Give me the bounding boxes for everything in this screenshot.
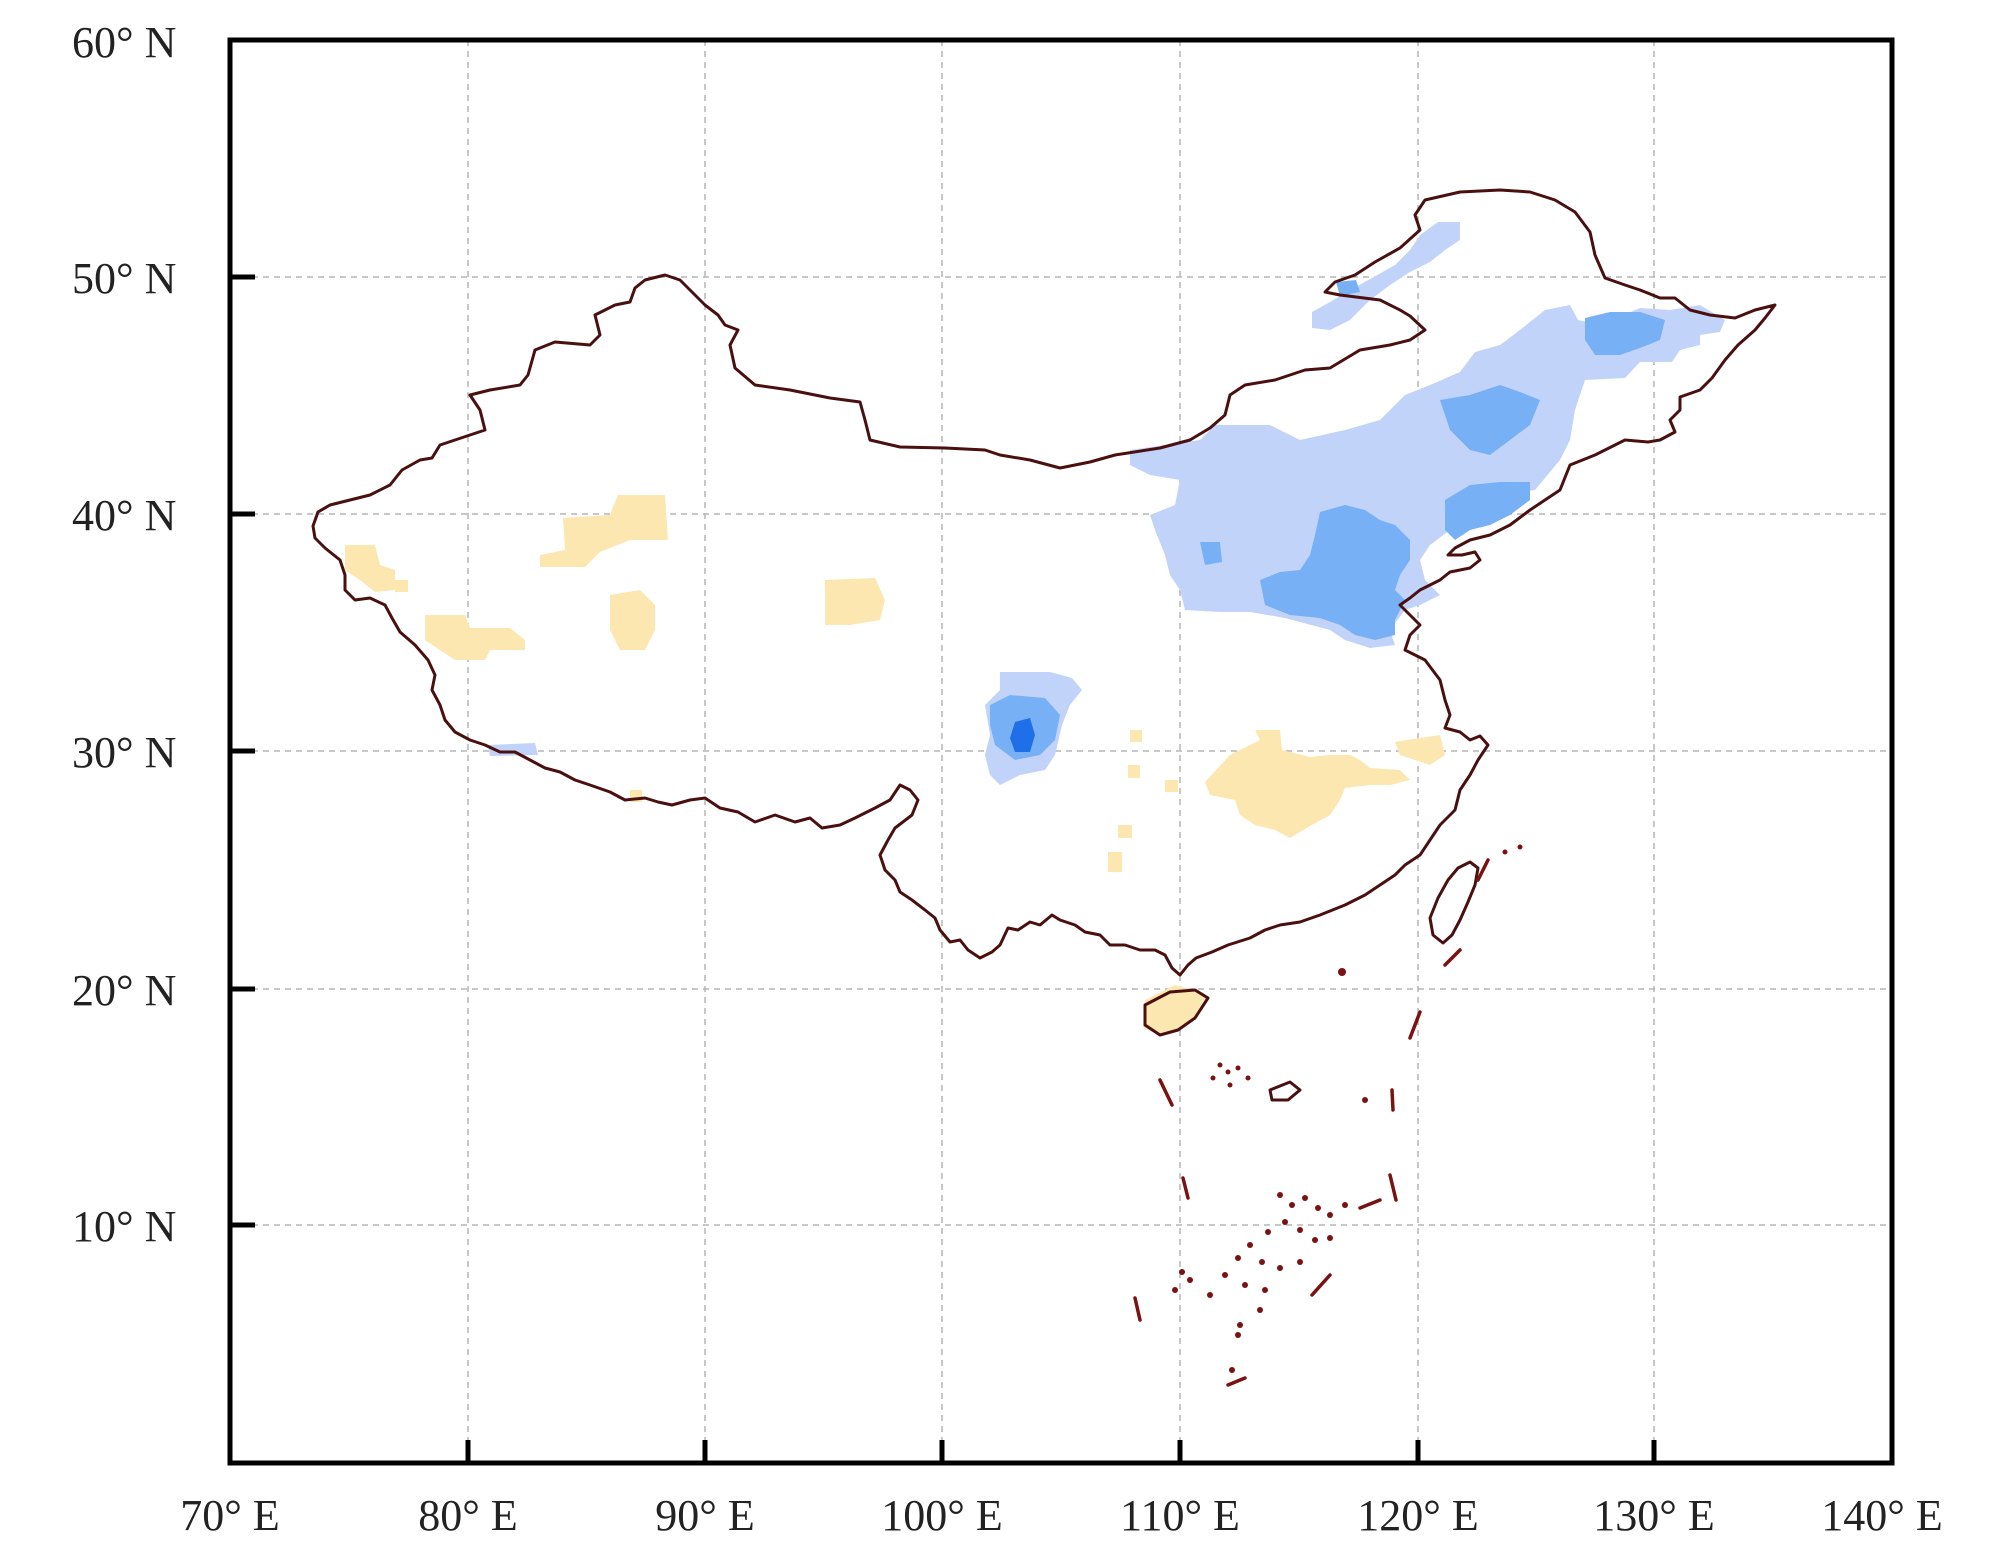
lon-label: 140° E [1821,1491,1942,1540]
island-dot [1342,1202,1348,1208]
lat-label: 60° N [72,18,176,67]
island-dot [1297,1259,1303,1265]
patch-liaoning-mid-blue [1445,482,1530,540]
patch-hulun-mid-blue [1336,280,1360,296]
patch-jilin-mid-blue [1440,385,1540,455]
patch-guangxi-tan-4 [1130,730,1142,742]
lat-label: 40° N [72,491,176,540]
island-dot [1302,1195,1308,1201]
latitude-labels: 60° N 50° N 40° N 30° N 20° N 10° N [72,18,176,1251]
lon-label: 130° E [1593,1491,1714,1540]
island-dot [1277,1265,1283,1271]
island-dot [1262,1287,1268,1293]
island-dot [1259,1259,1265,1265]
island-dot [1517,844,1523,850]
island-dot [1297,1227,1303,1233]
lon-label: 120° E [1357,1491,1478,1540]
island-dot [1245,1075,1251,1081]
patch-yangtze-tan [1205,730,1410,838]
patch-qaidam-tan [825,578,885,625]
island-dot [1338,968,1346,976]
island-dot [1222,1272,1228,1278]
island-dot [1265,1229,1271,1235]
patch-guangxi-tan-3 [1128,765,1140,778]
lon-label: 70° E [180,1491,279,1540]
patch-north-china-mid-blue [1260,505,1410,640]
island-dot [1362,1097,1368,1103]
lon-label: 110° E [1120,1491,1240,1540]
island-dot [1207,1292,1213,1298]
island-dot [1327,1235,1333,1241]
patch-khingan-light-blue [1312,222,1460,330]
dash-segment-3 [1408,1010,1422,1040]
island-dot [1257,1307,1263,1313]
patch-tarim-tan [540,495,668,567]
lon-label: 80° E [418,1491,517,1540]
hainan-outline [1143,988,1210,1037]
patch-heilongjiang-mid-blue [1585,312,1665,355]
island-dot [1235,1332,1241,1338]
island-dot [1289,1202,1295,1208]
patch-north-china-mid-blue-2 [1200,542,1222,565]
island-dot [1187,1277,1193,1283]
gridlines [230,40,1892,1463]
dash-segment-4 [1390,1088,1395,1112]
dash-segment-8 [1226,1376,1247,1387]
patch-qiemo-tan [610,590,655,650]
island-dot [1227,1082,1233,1088]
patch-guangxi-tan-1 [1108,852,1122,872]
island-dot [1312,1237,1318,1243]
island-dot [1237,1322,1243,1328]
shaded-patches [345,222,1725,1035]
patch-zhejiang-tan [1395,735,1445,765]
longitude-labels: 70° E 80° E 90° E 100° E 110° E 120° E 1… [180,1491,1942,1540]
dash-segment-7 [1310,1273,1332,1297]
dash-segment-10 [1181,1176,1190,1200]
patch-kashgar-tan [345,545,395,592]
island-dot [1235,1255,1241,1261]
dash-segment-9 [1158,1078,1174,1107]
island-dot [1242,1282,1248,1288]
dash-line-group [1133,858,1490,1387]
lat-label: 20° N [72,966,176,1015]
patch-guangxi-tan-5 [1165,780,1178,792]
island-dot [1179,1269,1185,1275]
island-dot [1502,849,1508,855]
island-dot [1247,1242,1253,1248]
lat-label: 50° N [72,254,176,303]
dash-segment-11 [1133,1296,1142,1322]
island-dot [1282,1219,1288,1225]
island-group [1172,844,1523,1373]
china-border-outline [311,188,1777,977]
taiwan-outline [1428,860,1480,945]
plot-frame [227,37,1895,1466]
patch-northeast-light-blue [1130,305,1725,648]
dash-segment-2 [1443,948,1462,967]
patch-kashgar-tan-2 [395,580,408,592]
island-dot [1315,1205,1321,1211]
island-dot [1225,1069,1231,1075]
island-dot [1235,1065,1241,1071]
island-dot [1327,1212,1333,1218]
lon-label: 90° E [655,1491,754,1540]
island-macclesfield-outline [1268,1080,1302,1102]
island-dot [1210,1075,1216,1081]
lat-label: 10° N [72,1202,176,1251]
island-dot [1217,1062,1223,1068]
dash-segment-1 [1476,858,1490,882]
patch-sichuan-dark-blue [1010,718,1035,752]
dash-segment-6 [1358,1198,1382,1210]
dash-segment-5 [1388,1173,1398,1202]
patch-hotan-tan [425,615,525,660]
patch-guangxi-tan-2 [1118,825,1132,838]
lon-label: 100° E [881,1491,1002,1540]
island-dot [1172,1287,1178,1293]
island-dot [1229,1367,1235,1373]
lat-label: 30° N [72,728,176,777]
island-dot [1277,1192,1283,1198]
